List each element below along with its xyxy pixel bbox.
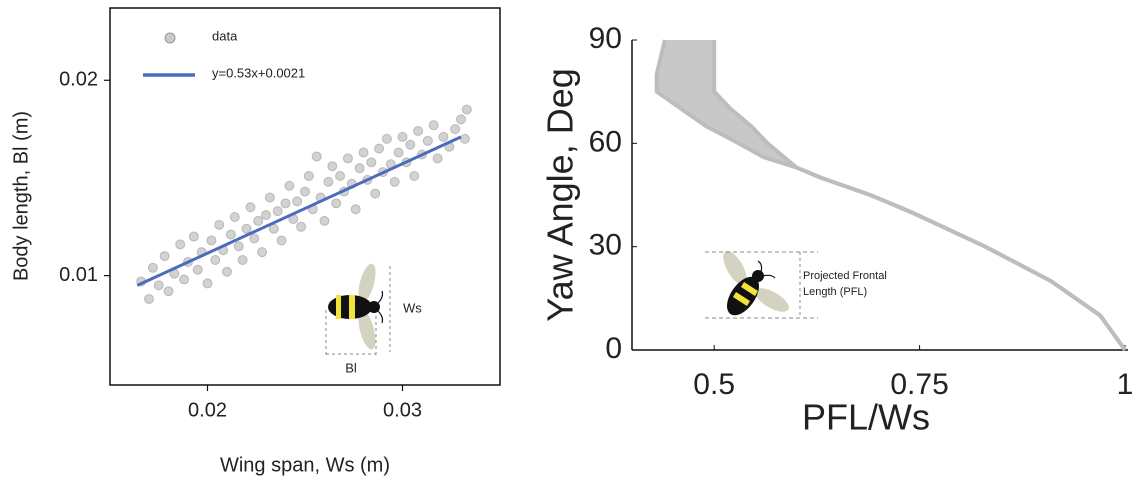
y-tick-label: 60 (589, 125, 622, 158)
data-point (253, 215, 264, 226)
annotation: Projected Frontal (803, 270, 887, 282)
data-point (370, 188, 381, 199)
data-point (422, 135, 433, 146)
data-point (393, 147, 404, 158)
annotation: Bl (345, 360, 357, 375)
data-point (241, 223, 252, 234)
data-point (192, 264, 203, 275)
data-point (225, 229, 236, 240)
data-point (237, 254, 248, 265)
fit-line (136, 135, 462, 287)
data-point (159, 251, 170, 262)
legend-swatch (164, 32, 176, 44)
data-point (331, 198, 342, 209)
x-tick-label: 0.75 (890, 368, 948, 401)
bee-inset-left (325, 263, 391, 356)
x-tick-label: 0.03 (383, 399, 422, 421)
data-point (350, 204, 361, 215)
data-point (335, 170, 346, 181)
data-point (214, 219, 225, 230)
data-point (210, 254, 221, 265)
band-edge (654, 39, 1127, 352)
data-point (389, 176, 400, 187)
x-axis-label: Wing span, Ws (m) (220, 454, 390, 476)
y-tick-label: 0.02 (59, 69, 98, 91)
data-point (374, 143, 385, 154)
legend-label: data (212, 28, 238, 43)
x-tick-label: 1 (1117, 368, 1134, 401)
data-point (206, 235, 217, 246)
x-tick-label: 0.02 (188, 399, 227, 421)
y-axis-label: Body length, Bl (m) (10, 111, 32, 281)
data-point (276, 235, 287, 246)
data-point (366, 157, 377, 168)
data-point (432, 153, 443, 164)
y-tick-label: 0.01 (59, 264, 98, 286)
data-point (327, 161, 338, 172)
data-point (409, 170, 420, 181)
data-point (300, 186, 310, 197)
data-point (222, 266, 232, 277)
data-point (175, 239, 186, 250)
data-point (233, 241, 244, 252)
data-point (144, 294, 154, 305)
data-point (261, 210, 271, 221)
data-point (188, 231, 199, 242)
data-point (459, 133, 470, 144)
plot-frame (109, 7, 501, 386)
data-point (405, 139, 416, 150)
data-point (342, 153, 353, 164)
data-point (229, 212, 240, 223)
data-point (292, 196, 303, 207)
data-point (319, 215, 330, 226)
data-point (245, 202, 256, 213)
y-tick-label: 90 (589, 22, 622, 55)
y-tick-label: 30 (589, 229, 622, 262)
x-axis-label: PFL/Ws (802, 397, 930, 438)
data-point (450, 124, 461, 135)
data-point (428, 120, 439, 131)
data-point (280, 198, 291, 209)
data-point (381, 133, 392, 144)
data-point (323, 176, 334, 187)
band-edge (712, 40, 1127, 352)
data-point (264, 192, 275, 203)
data-point (456, 114, 466, 125)
data-point (147, 262, 158, 273)
data-point (202, 278, 213, 289)
data-point (303, 170, 314, 181)
data-point (179, 274, 190, 285)
data-point (461, 104, 472, 115)
data-point (163, 286, 174, 297)
y-axis-label: Yaw Angle, Deg (540, 68, 581, 322)
data-point (272, 206, 283, 217)
annotation: Length (PFL) (803, 286, 867, 298)
data-point (354, 163, 365, 174)
bee-inset-right (705, 251, 818, 319)
data-point (413, 126, 424, 137)
annotation: Ws (403, 300, 422, 315)
data-point (296, 221, 307, 232)
y-tick-label: 0 (605, 332, 622, 365)
data-point (249, 233, 260, 244)
data-point (311, 151, 322, 162)
x-tick-label: 0.5 (693, 368, 735, 401)
data-point (358, 147, 369, 158)
band-fill (656, 40, 1125, 350)
data-point (257, 247, 268, 258)
data-point (284, 180, 295, 191)
legend-label: y=0.53x+0.0021 (212, 65, 305, 80)
data-point (153, 280, 164, 291)
data-point (438, 131, 449, 142)
data-point (397, 131, 408, 142)
